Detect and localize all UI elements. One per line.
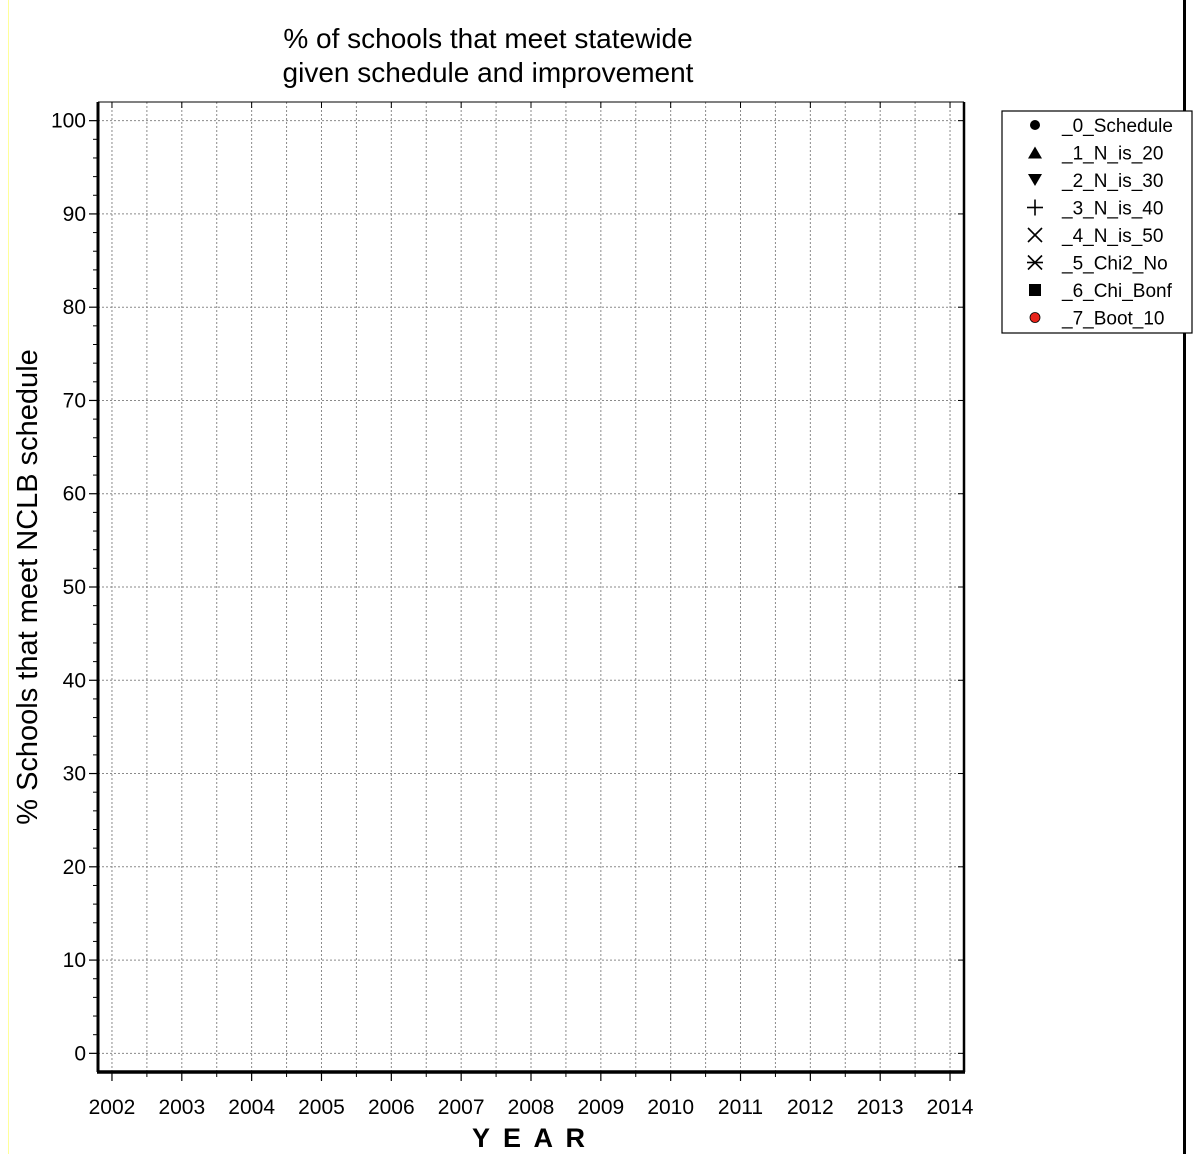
- y-tick-label-100: 100: [51, 110, 86, 133]
- y-tick-label-70: 70: [63, 389, 86, 412]
- legend-label: _3_N_is_40: [1061, 199, 1163, 220]
- y-tick-label-20: 20: [63, 856, 86, 879]
- x-tick-label-2003: 2003: [158, 1096, 205, 1119]
- tick-labels: 2002 2003 2004 2005 2006 2007 2008 2009 2010 2011…: [51, 110, 974, 1119]
- legend: _0_Schedule _1_N_is_20 _2_N_is_30 _3_N_is_4…: [1001, 110, 1193, 334]
- legend-entry: _5_Chi2_No: [1027, 254, 1168, 275]
- legend-entry: _3_N_is_40: [1027, 199, 1163, 220]
- legend-marker-triangle-up: [1028, 146, 1042, 159]
- legend-entry: _7_Boot_10: [1029, 309, 1165, 330]
- legend-marker-circle: [1030, 120, 1040, 130]
- legend-entry: _0_Schedule: [1030, 116, 1173, 137]
- y-tick-label-80: 80: [63, 296, 86, 319]
- x-tick-label-2007: 2007: [438, 1096, 485, 1119]
- legend-label: _6_Chi_Bonf: [1061, 281, 1173, 302]
- legend-marker-square: [1029, 284, 1041, 296]
- grid: [98, 102, 964, 1072]
- legend-label: _1_N_is_20: [1061, 144, 1163, 165]
- x-tick-label-2014: 2014: [927, 1096, 974, 1119]
- legend-label: _0_Schedule: [1061, 116, 1173, 137]
- legend-label: _7_Boot_10: [1061, 309, 1165, 330]
- x-tick-label-2012: 2012: [787, 1096, 834, 1119]
- y-tick-label-90: 90: [63, 203, 86, 226]
- chart-title-line-2: given schedule and improvement: [283, 57, 694, 88]
- legend-entry: _4_N_is_50: [1027, 226, 1163, 247]
- legend-marker-x-b: [1027, 227, 1043, 243]
- legend-entry: _6_Chi_Bonf: [1029, 281, 1173, 302]
- x-tick-label-2005: 2005: [298, 1096, 345, 1119]
- legend-label: _5_Chi2_No: [1061, 254, 1168, 275]
- y-tick-label-0: 0: [74, 1042, 86, 1065]
- x-tick-label-2002: 2002: [89, 1096, 136, 1119]
- x-tick-label-2004: 2004: [228, 1096, 275, 1119]
- y-tick-label-40: 40: [63, 669, 86, 692]
- chart-title-line-1: % of schools that meet statewide: [283, 23, 692, 54]
- legend-label: _2_N_is_30: [1061, 171, 1163, 192]
- x-tick-label-2006: 2006: [368, 1096, 415, 1119]
- axes: [96, 101, 966, 1074]
- legend-marker-circle: [1029, 312, 1041, 323]
- x-axis-label: Y E A R: [472, 1123, 588, 1153]
- x-tick-label-2013: 2013: [857, 1096, 904, 1119]
- legend-entry: _1_N_is_20: [1028, 144, 1163, 165]
- y-tick-label-10: 10: [63, 949, 86, 972]
- y-tick-label-30: 30: [63, 763, 86, 786]
- left-border-line: [8, 0, 9, 1154]
- legend-label: _4_N_is_50: [1061, 226, 1163, 247]
- x-tick-label-2010: 2010: [647, 1096, 694, 1119]
- legend-entry: _2_N_is_30: [1028, 171, 1163, 192]
- legend-marker-triangle-down: [1028, 174, 1042, 186]
- x-tick-label-2011: 2011: [718, 1096, 763, 1119]
- right-border-line: [1183, 0, 1186, 1154]
- y-tick-label-60: 60: [63, 483, 86, 506]
- x-tick-label-2008: 2008: [508, 1096, 555, 1119]
- y-axis-label: % Schools that meet NCLB schedule: [12, 349, 44, 825]
- ticks: [89, 102, 964, 1081]
- x-tick-label-2009: 2009: [577, 1096, 624, 1119]
- y-tick-label-50: 50: [63, 576, 86, 599]
